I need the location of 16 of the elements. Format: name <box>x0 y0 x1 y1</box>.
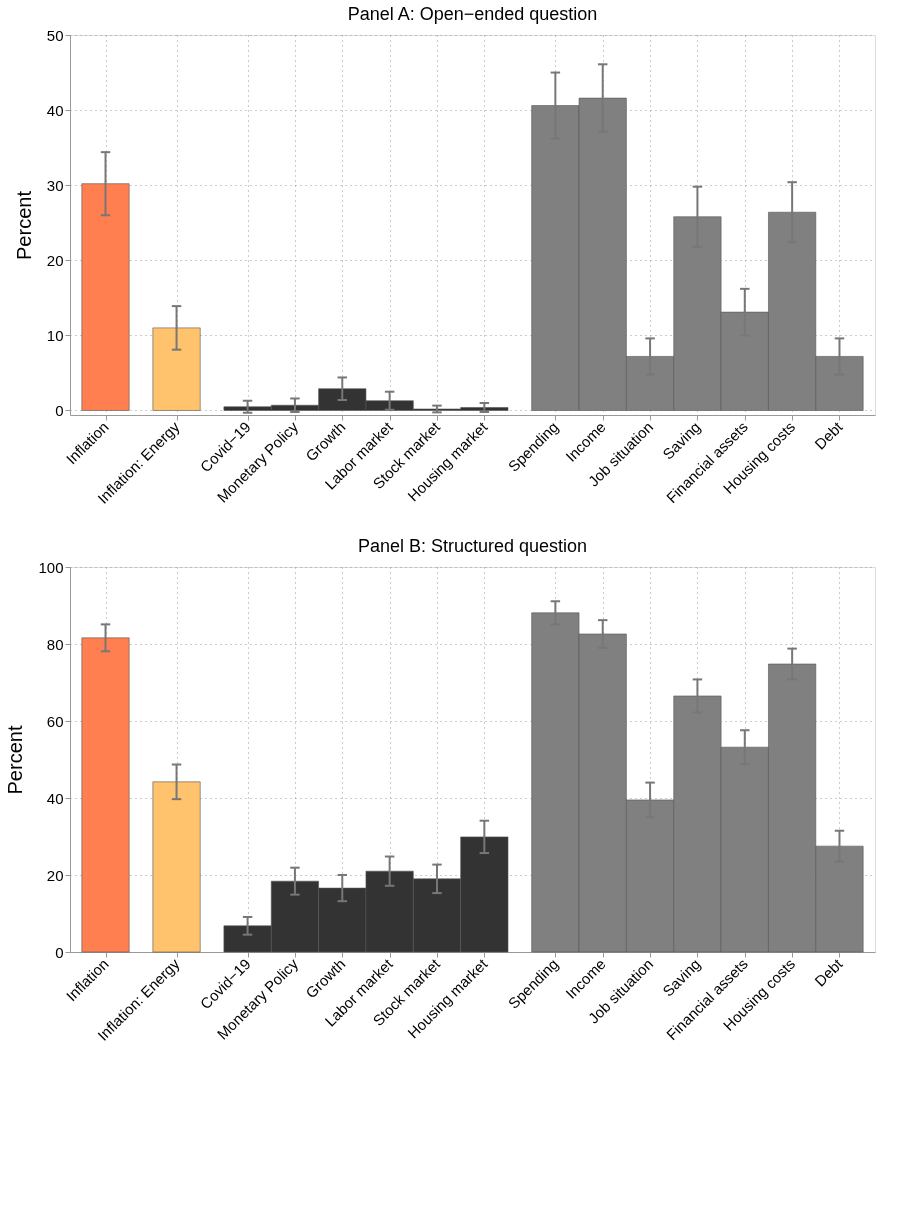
y-tick-label: 100 <box>38 558 64 576</box>
y-tick-label: 60 <box>46 712 64 730</box>
y-tick-label: 0 <box>55 943 64 961</box>
y-tick-label: 50 <box>46 26 64 44</box>
chart-title: Panel A: Open−ended question <box>347 4 598 24</box>
y-tick-label: 30 <box>46 176 64 194</box>
y-axis-title: Percent <box>12 190 35 260</box>
y-tick-label: 10 <box>46 326 64 344</box>
y-tick-label: 0 <box>55 401 64 419</box>
chart-title: Panel B: Structured question <box>357 536 588 556</box>
y-tick-label: 80 <box>46 635 64 653</box>
y-tick-label: 40 <box>46 789 64 807</box>
y-tick-label: 20 <box>46 866 64 884</box>
y-tick-label: 40 <box>46 101 64 119</box>
y-axis-title: Percent <box>4 725 27 795</box>
y-tick-label: 20 <box>46 251 64 269</box>
